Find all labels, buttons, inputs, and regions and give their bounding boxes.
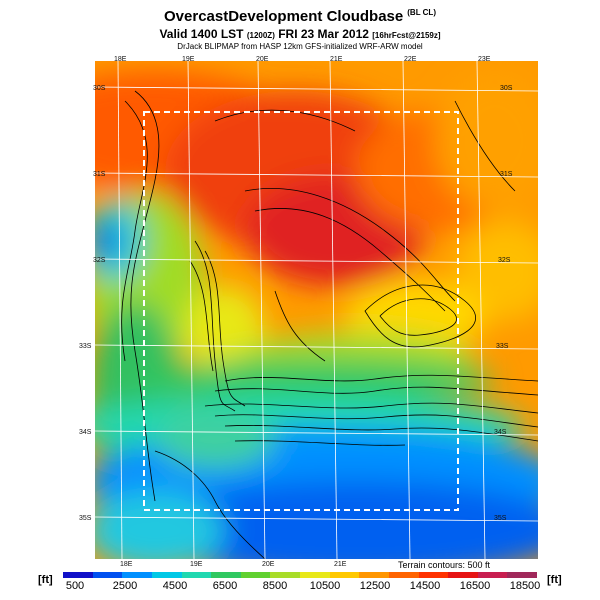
lat-label: 30S (500, 85, 513, 92)
terrain-contours (121, 90, 538, 559)
lat-label: 34S (494, 429, 507, 436)
valid-prefix: Valid 1400 LST (159, 27, 244, 41)
lat-label: 35S (494, 515, 507, 522)
map-title-text: OvercastDevelopment Cloudbase (164, 8, 404, 25)
colorbar-tick-label: 4500 (162, 580, 188, 592)
colorbar-swatch (477, 572, 508, 578)
valid-time-line: Valid 1400 LST (1200Z) FRI 23 Mar 2012 [… (0, 27, 600, 41)
colorbar-unit-right: [ft] (547, 574, 562, 586)
lon-label: 19E (182, 56, 195, 63)
colorbar-swatch (448, 572, 478, 578)
colorbar-swatch (507, 572, 537, 578)
lon-label: 20E (262, 561, 275, 568)
map-title: OvercastDevelopment Cloudbase (BL CL) (0, 8, 600, 25)
colorbar-swatch (211, 572, 241, 578)
lat-label: 30S (93, 85, 106, 92)
colorbar-swatch (300, 572, 330, 578)
valid-code: (1200Z) (246, 31, 275, 40)
lon-label: 21E (334, 561, 347, 568)
colorbar-unit-left: [ft] (38, 574, 53, 586)
lat-label: 32S (93, 257, 106, 264)
cloudbase-field (95, 61, 538, 559)
terrain-contour-note: Terrain contours: 500 ft (398, 560, 491, 570)
lat-label: 35S (79, 515, 92, 522)
lon-label: 21E (330, 56, 343, 63)
colorbar (63, 572, 537, 578)
colorbar-tick-label: 16500 (459, 580, 491, 592)
colorbar-swatch (63, 572, 93, 578)
valid-date: FRI 23 Mar 2012 (278, 27, 369, 41)
lon-label: 19E (190, 561, 203, 568)
colorbar-swatch (359, 572, 389, 578)
lat-label: 31S (93, 171, 106, 178)
colorbar-swatch (181, 572, 212, 578)
colorbar-tick-label: 2500 (112, 580, 138, 592)
colorbar-swatch (240, 572, 271, 578)
colorbar-swatch (418, 572, 449, 578)
lat-lon-grid (95, 61, 538, 559)
colorbar-tick-label: 14500 (409, 580, 441, 592)
lat-label: 34S (79, 429, 92, 436)
colorbar-tick-label: 18500 (509, 580, 541, 592)
colorbar-swatch (92, 572, 123, 578)
map-title-tag: (BL CL) (407, 8, 436, 17)
colorbar-tick-label: 8500 (262, 580, 288, 592)
colorbar-tick-label: 10500 (309, 580, 341, 592)
colorbar-swatch (388, 572, 419, 578)
colorbar-swatch (122, 572, 152, 578)
colorbar-ticks: 500 2500 4500 6500 8500 10500 12500 14500 16500 1… (63, 580, 540, 594)
lat-label: 32S (498, 257, 511, 264)
lat-label: 33S (496, 343, 509, 350)
lon-label: 18E (120, 561, 133, 568)
lat-label: 33S (79, 343, 92, 350)
lon-label: 23E (478, 56, 491, 63)
lon-label: 20E (256, 56, 269, 63)
inner-domain-box (143, 111, 459, 511)
colorbar-swatch (270, 572, 300, 578)
colorbar-swatch (329, 572, 360, 578)
colorbar-tick-label: 6500 (212, 580, 238, 592)
lon-label: 22E (404, 56, 417, 63)
cloudbase-map (95, 61, 538, 559)
lon-label: 18E (114, 56, 127, 63)
lat-label: 31S (500, 171, 513, 178)
colorbar-tick-label: 12500 (359, 580, 391, 592)
colorbar-tick-label: 500 (65, 580, 85, 592)
forecast-note: [16hrFcst@2159z] (372, 31, 441, 40)
model-line: DrJack BLIPMAP from HASP 12km GFS-initia… (177, 42, 423, 51)
colorbar-swatch (151, 572, 182, 578)
